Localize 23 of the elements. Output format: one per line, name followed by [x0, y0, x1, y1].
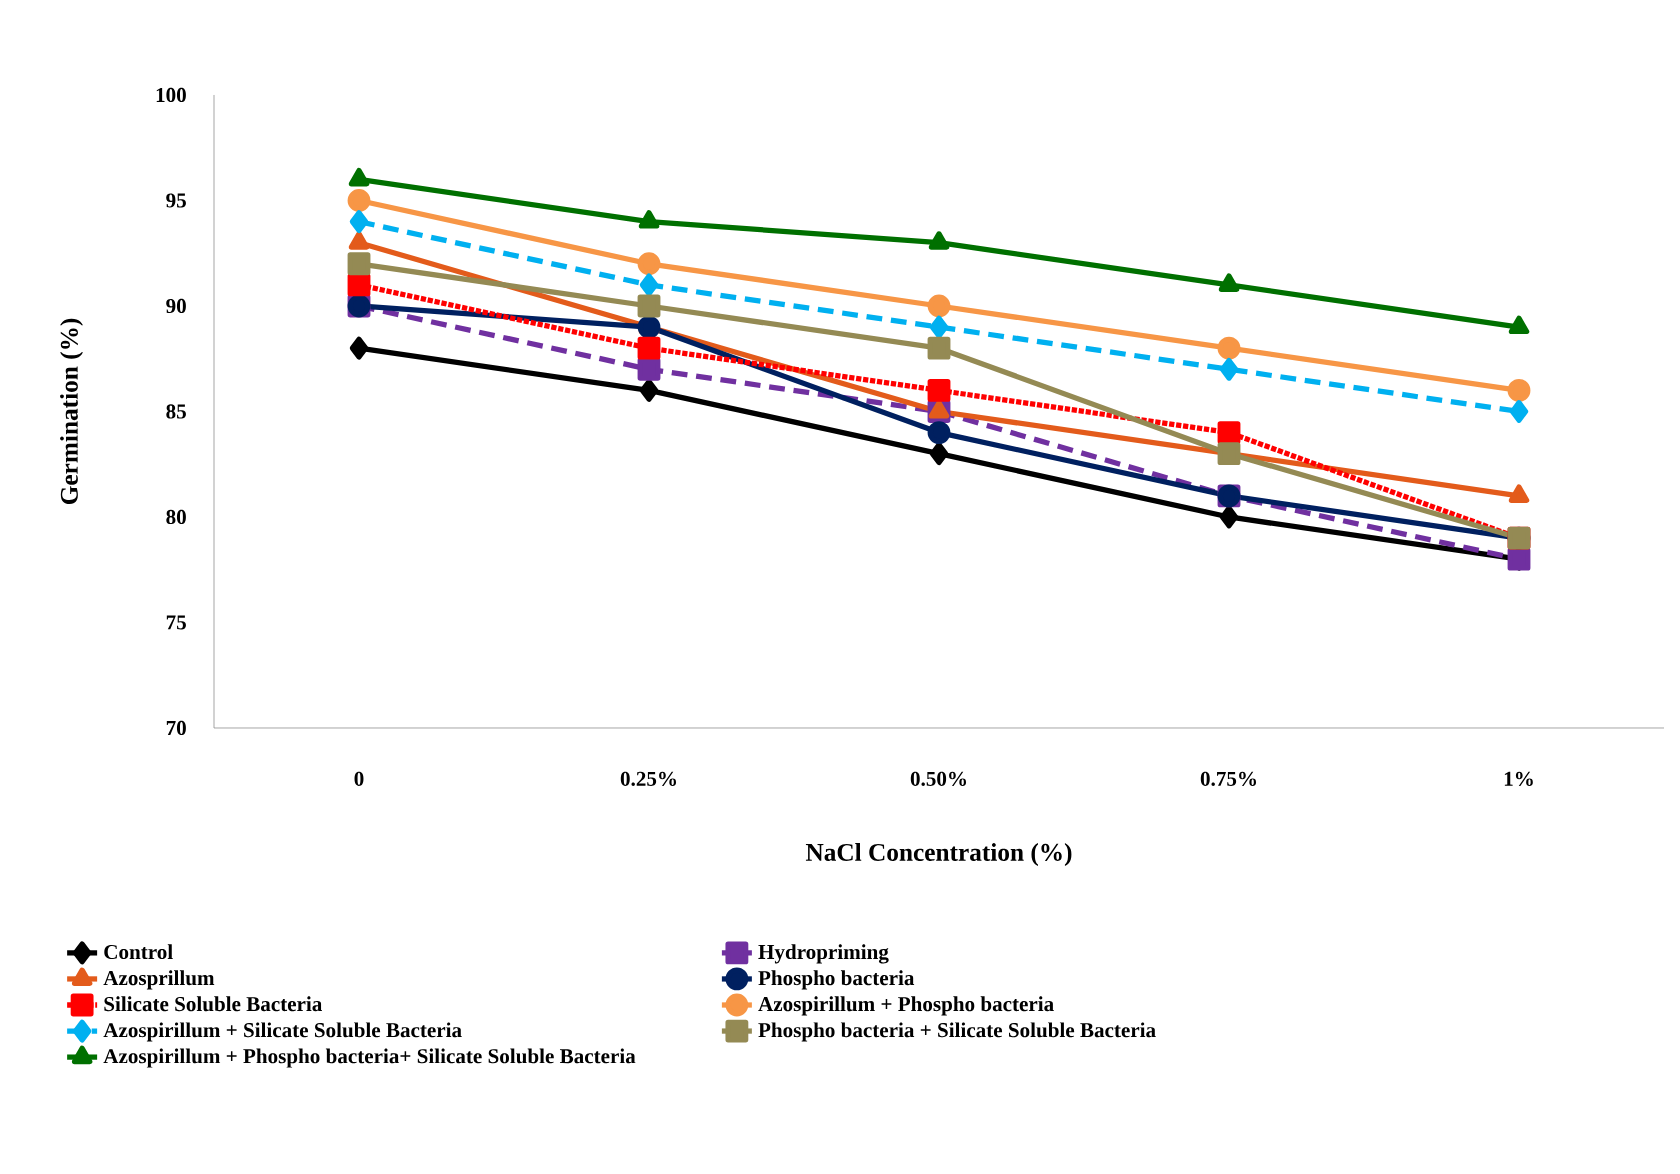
legend-label: Phospho bacteria + Silicate Soluble Bacteria [758, 1022, 1156, 1042]
y-axis-title: Germination (%) [60, 318, 83, 505]
legend-label: Azospirillum + Phospho bacteria+ Silicate Soluble Bacteria [103, 1048, 636, 1068]
legend-label: Azospirillum + Silicate Soluble Bacteria [103, 1022, 462, 1042]
x-tick-label: 1% [1504, 771, 1533, 786]
legend-label: Azosprillum [103, 970, 215, 990]
y-tick-label: 95 [166, 193, 186, 208]
legend-label: Control [104, 944, 173, 960]
x-tick-label: 0.50% [910, 771, 967, 787]
y-tick-label: 85 [166, 404, 186, 419]
y-tick-label: 70 [166, 720, 186, 736]
x-tick-label: 0.25% [620, 771, 677, 787]
x-tick-label: 0.75% [1200, 771, 1257, 787]
legend-label: Azospirillum + Phospho bacteria [758, 996, 1054, 1016]
x-axis-title: NaCl Concentration (%) [805, 843, 1072, 867]
y-tick-label: 90 [166, 298, 186, 314]
legend-label: Phospho bacteria [758, 970, 915, 990]
y-tick-label: 75 [166, 615, 186, 630]
legend-label: Silicate Soluble Bacteria [104, 996, 323, 1012]
y-tick-label: 80 [166, 509, 186, 525]
y-tick-label: 100 [156, 87, 186, 103]
legend-label: Hydropriming [758, 944, 889, 964]
x-tick-label: 0 [354, 771, 364, 786]
